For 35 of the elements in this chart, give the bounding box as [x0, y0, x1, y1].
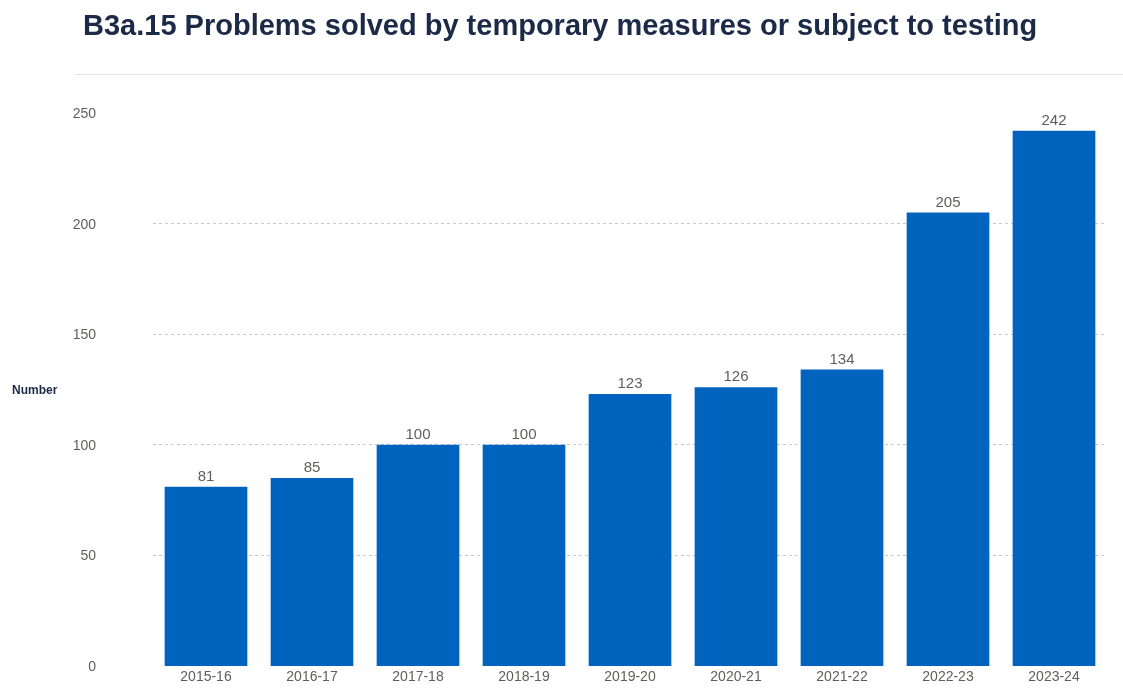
data-label: 242 — [1041, 110, 1067, 128]
data-label: 134 — [829, 349, 855, 367]
bar — [694, 387, 778, 666]
x-tick-label: 2015-16 — [180, 668, 232, 684]
bar — [800, 369, 884, 666]
bar — [376, 444, 460, 666]
x-tick-label: 2016-17 — [286, 668, 338, 684]
x-tick-label: 2019-20 — [604, 668, 656, 684]
y-tick-label: 200 — [72, 215, 97, 232]
x-tick-label: 2022-23 — [922, 668, 974, 684]
data-label: 100 — [511, 424, 537, 442]
x-tick-label: 2017-18 — [392, 668, 444, 684]
chart-title: B3a.15 Problems solved by temporary measures or subject to testing — [83, 9, 1038, 42]
y-tick-label: 50 — [80, 547, 97, 564]
bar — [906, 212, 990, 666]
y-tick-label: 250 — [72, 104, 97, 121]
data-label: 123 — [617, 373, 643, 391]
data-label: 100 — [405, 424, 431, 442]
y-tick-label: 0 — [88, 657, 97, 674]
y-tick-label: 100 — [72, 436, 97, 453]
bar — [1012, 130, 1096, 666]
x-tick-label: 2023-24 — [1028, 668, 1080, 684]
x-tick-label: 2020-21 — [710, 668, 762, 684]
x-tick-label: 2018-19 — [498, 668, 550, 684]
bar — [270, 477, 354, 666]
data-label: 81 — [197, 466, 215, 484]
y-tick-label: 150 — [72, 326, 97, 343]
y-axis-title: Number — [12, 383, 58, 397]
x-tick-label: 2021-22 — [816, 668, 868, 684]
data-label: 85 — [303, 457, 321, 475]
bar — [588, 393, 672, 666]
data-label: 205 — [935, 192, 961, 210]
bar — [164, 486, 248, 666]
data-label: 126 — [723, 367, 749, 385]
bar — [482, 444, 566, 666]
